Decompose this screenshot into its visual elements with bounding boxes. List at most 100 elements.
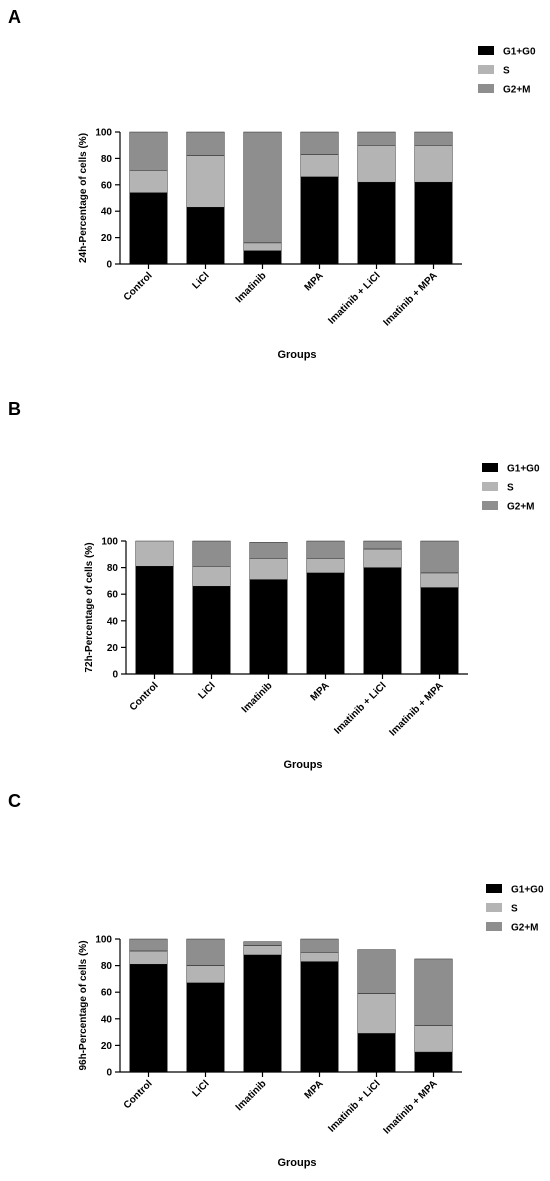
- x-tick-label: Imatinib + LiCl: [332, 680, 388, 736]
- bar-segment-s: [243, 242, 282, 252]
- x-tick-label: Imatinib + MPA: [381, 1078, 439, 1136]
- x-axis-label: Groups: [283, 759, 322, 771]
- bar-segment-s: [186, 965, 225, 984]
- y-tick-label: 60: [101, 988, 113, 999]
- x-tick-label: Control: [122, 270, 155, 303]
- bar-segment-g2-m: [243, 131, 282, 244]
- bar-segment-g1-g0: [135, 566, 174, 675]
- bar-segment-s: [357, 993, 396, 1034]
- x-tick-label: LiCl: [190, 270, 211, 291]
- legend-label: G1+G0: [503, 47, 536, 58]
- legend-label: G1+G0: [507, 464, 540, 475]
- bar-segment-g2-m: [186, 131, 225, 156]
- bar-segment-g2-m: [357, 949, 396, 994]
- panel-c: C 0 20 40 60 80 100 Control LiCl Imatinib MPA Imati…: [0, 784, 550, 1176]
- y-tick-label: 100: [95, 935, 112, 946]
- legend-label: G1+G0: [511, 885, 544, 896]
- bar-segment-g2-m: [129, 938, 168, 952]
- bar-segment-g2-m: [414, 131, 453, 146]
- bar-segment-g1-g0: [357, 1033, 396, 1073]
- bar-segment-g2-m: [420, 540, 459, 574]
- bar-segment-s: [306, 558, 345, 574]
- x-tick-label: Imatinib: [234, 1078, 269, 1113]
- legend-label: G2+M: [511, 923, 539, 934]
- x-tick-label: MPA: [303, 1078, 326, 1101]
- x-tick-label: MPA: [309, 680, 332, 703]
- legend-swatch: [486, 884, 502, 893]
- panel-b: B 0 20 40 60 80 100 Control LiCl Imatinib MPA Imati…: [0, 392, 550, 784]
- x-tick-label: Control: [122, 1078, 155, 1111]
- legend-label: S: [507, 483, 514, 494]
- panel-label: C: [8, 791, 21, 811]
- x-tick-label: Imatinib + LiCl: [326, 1078, 382, 1134]
- bar-segment-g1-g0: [300, 176, 339, 265]
- bar-segment-g1-g0: [306, 572, 345, 675]
- legend-label: G2+M: [503, 85, 531, 96]
- bar-segment-g2-m: [243, 941, 282, 946]
- legend-label: S: [503, 66, 510, 77]
- bar-segment-s: [357, 144, 396, 183]
- y-tick-label: 100: [95, 128, 112, 139]
- bar-segment-g1-g0: [192, 586, 231, 675]
- x-tick-label: Imatinib: [240, 680, 275, 715]
- bar-segment-g1-g0: [300, 961, 339, 1073]
- y-tick-label: 60: [101, 180, 113, 191]
- bar-segment-g1-g0: [357, 181, 396, 265]
- bar-segment-g1-g0: [186, 207, 225, 265]
- bar-segment-s: [129, 950, 168, 965]
- legend-swatch: [478, 46, 494, 55]
- x-tick-label: Imatinib: [234, 270, 269, 305]
- bar-segment-g1-g0: [186, 982, 225, 1073]
- panel-label: A: [8, 7, 21, 27]
- bar-segment-g1-g0: [414, 181, 453, 265]
- bar-segment-g1-g0: [243, 250, 282, 265]
- bar-segment-s: [243, 945, 282, 956]
- x-tick-label: LiCl: [196, 680, 217, 701]
- legend-swatch: [482, 482, 498, 491]
- legend-swatch: [486, 922, 502, 931]
- bar-segment-g2-m: [414, 958, 453, 1026]
- bar-segment-s: [300, 154, 339, 178]
- y-tick-label: 20: [107, 643, 119, 654]
- y-tick-label: 80: [107, 563, 119, 574]
- bar-segment-g2-m: [192, 540, 231, 567]
- legend-swatch: [482, 501, 498, 510]
- x-tick-label: Control: [128, 680, 161, 713]
- y-tick-label: 40: [101, 1014, 113, 1025]
- legend-swatch: [478, 84, 494, 93]
- y-axis-label: 24h-Percentage of cells (%): [78, 133, 89, 263]
- bar-segment-g1-g0: [420, 587, 459, 675]
- panel-a: A 0 20 40 60 80 100 Control LiCl Imatinib MPA Imati…: [0, 0, 550, 392]
- y-axis-label: 72h-Percentage of cells (%): [84, 542, 95, 672]
- bar-segment-g2-m: [300, 938, 339, 953]
- y-tick-label: 0: [106, 260, 112, 271]
- bar-segment-g2-m: [186, 938, 225, 966]
- y-tick-label: 60: [107, 590, 119, 601]
- bar-segment-g2-m: [306, 540, 345, 559]
- x-tick-label: Imatinib + MPA: [387, 680, 445, 738]
- x-axis-label: Groups: [277, 349, 316, 361]
- x-tick-label: Imatinib + MPA: [381, 270, 439, 328]
- legend-label: G2+M: [507, 502, 535, 513]
- bar-segment-s: [192, 566, 231, 587]
- bar-segment-g2-m: [363, 540, 402, 550]
- x-tick-label: LiCl: [190, 1078, 211, 1099]
- bar-segment-s: [129, 170, 168, 193]
- bar-segment-g2-m: [357, 131, 396, 146]
- bar-segment-s: [414, 144, 453, 183]
- y-tick-label: 20: [101, 233, 113, 244]
- y-tick-label: 80: [101, 961, 113, 972]
- y-tick-label: 0: [106, 1068, 112, 1079]
- bar-segment-s: [300, 952, 339, 962]
- bar-segment-g1-g0: [249, 579, 288, 675]
- bar-segment-g1-g0: [129, 192, 168, 265]
- bar-segment-s: [135, 540, 174, 567]
- bar-segment-s: [249, 558, 288, 580]
- x-axis-label: Groups: [277, 1157, 316, 1169]
- bar-segment-g1-g0: [129, 964, 168, 1073]
- bar-segment-s: [363, 548, 402, 568]
- legend-swatch: [482, 463, 498, 472]
